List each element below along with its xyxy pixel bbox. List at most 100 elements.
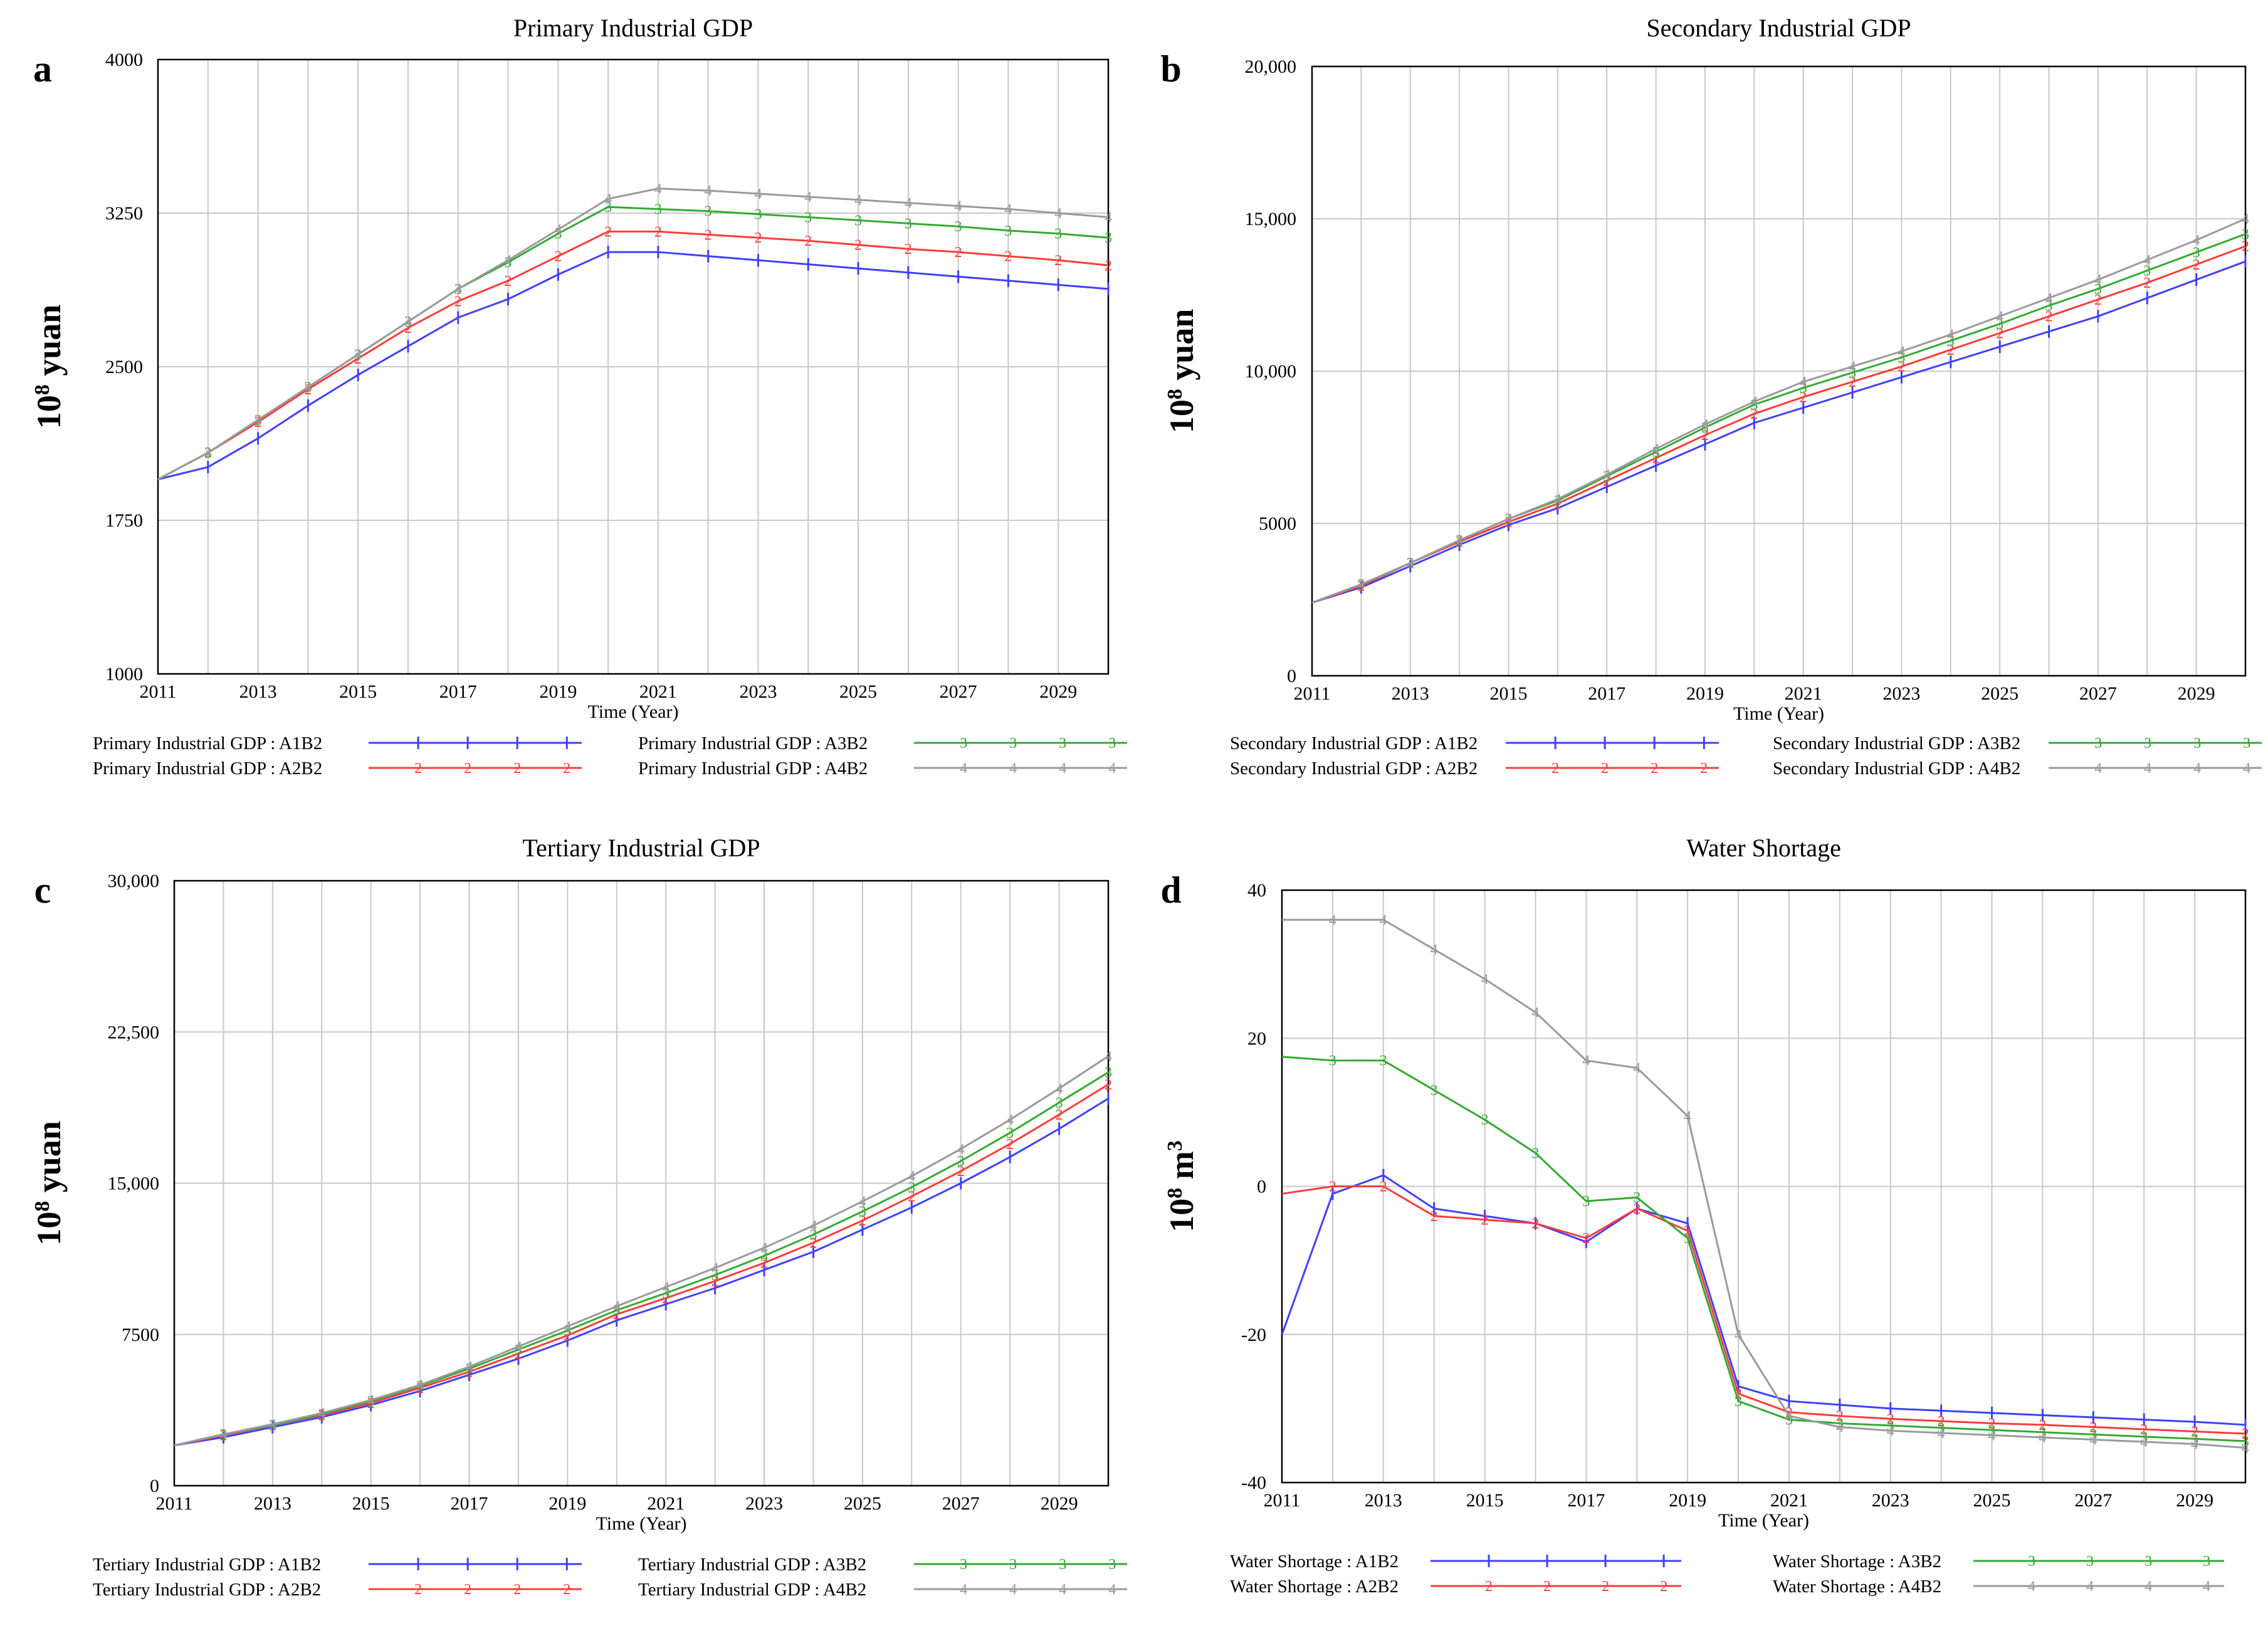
panel-letter: a xyxy=(33,48,52,90)
series-line-a2b2 xyxy=(157,230,1109,480)
data-point-marker: 4 xyxy=(2191,1437,2198,1453)
legend-marker: 2 xyxy=(1700,760,1708,777)
data-point-marker: 2 xyxy=(654,224,662,240)
x-tick-label: 2017 xyxy=(1567,1490,1605,1511)
data-point-marker: 4 xyxy=(1407,555,1414,572)
data-point-marker: 2 xyxy=(711,1274,719,1290)
data-point-marker: 3 xyxy=(1582,1194,1590,1210)
legend-label: Water Shortage : A2B2 xyxy=(1230,1577,1399,1597)
data-point-marker: 4 xyxy=(219,1427,227,1443)
legend-marker: 2 xyxy=(1543,1578,1551,1595)
y-tick-label: 40 xyxy=(1247,880,1266,901)
data-point-marker: 3 xyxy=(269,1418,276,1434)
series-line-a1b2 xyxy=(174,1098,1109,1447)
series-line-a1b2 xyxy=(1311,260,2246,604)
data-point-marker: 2 xyxy=(1750,406,1758,423)
x-tick-label: 2019 xyxy=(1686,683,1724,704)
legend-label: Primary Industrial GDP : A2B2 xyxy=(93,759,322,779)
data-point-marker: 2 xyxy=(1836,1409,1844,1425)
x-axis-label: Time (Year) xyxy=(587,701,678,722)
data-point-marker: 3 xyxy=(662,1286,669,1302)
data-point-marker: 4 xyxy=(1456,533,1463,549)
data-point-marker: 2 xyxy=(1357,579,1365,595)
data-point-marker: 3 xyxy=(1105,1065,1112,1081)
data-point-marker: 3 xyxy=(854,213,862,229)
legend-marker: 2 xyxy=(563,760,570,777)
data-point-marker: 4 xyxy=(1504,512,1512,528)
x-tick-label: 2019 xyxy=(539,681,577,702)
data-point-marker: 2 xyxy=(2089,1419,2097,1436)
legend-marker: 3 xyxy=(2028,1553,2035,1570)
data-point-marker: 3 xyxy=(804,210,812,226)
legend-marker: 3 xyxy=(1108,735,1116,752)
data-point-marker: 3 xyxy=(416,1379,424,1395)
legend-label: Secondary Industrial GDP : A1B2 xyxy=(1230,733,1478,754)
data-point-marker: 2 xyxy=(2193,257,2200,273)
data-point-marker: 2 xyxy=(454,293,462,310)
data-point-marker: 3 xyxy=(1054,226,1062,243)
x-tick-label: 2021 xyxy=(1770,1490,1808,1511)
data-point-marker: 3 xyxy=(705,204,712,220)
legend-marker: 4 xyxy=(1108,1582,1116,1598)
y-tick-label: 20 xyxy=(1247,1028,1266,1049)
legend-marker: 2 xyxy=(1551,760,1559,777)
x-tick-label: 2023 xyxy=(1872,1490,1909,1511)
legend-marker: 4 xyxy=(1009,1582,1017,1598)
data-point-marker: 2 xyxy=(1054,253,1062,269)
legend-marker: 3 xyxy=(2193,735,2201,752)
x-tick-label: 2027 xyxy=(942,1493,980,1514)
y-tick-label: 30,000 xyxy=(108,871,160,891)
data-point-marker: 3 xyxy=(1481,1112,1489,1128)
y-tick-label: 20,000 xyxy=(1245,56,1297,77)
panel-letter: b xyxy=(1160,48,1181,90)
data-point-marker: 4 xyxy=(905,196,912,212)
data-point-marker: 3 xyxy=(1633,1190,1641,1206)
data-point-marker: 3 xyxy=(908,1180,915,1196)
x-tick-label: 2013 xyxy=(254,1493,291,1514)
x-tick-label: 2011 xyxy=(140,681,177,702)
y-axis-label: 108 yuan xyxy=(1163,309,1200,434)
x-tick-label: 2013 xyxy=(1365,1490,1402,1511)
data-point-marker: 2 xyxy=(1481,1212,1489,1229)
data-point-marker: 2 xyxy=(1701,428,1709,444)
legend-marker: 4 xyxy=(2193,760,2201,777)
data-point-marker: 3 xyxy=(604,199,612,216)
data-point-marker: 2 xyxy=(1582,1231,1590,1247)
y-tick-label: 15,000 xyxy=(1245,209,1297,229)
data-point-marker: 2 xyxy=(1947,342,1955,359)
legend-marker: 3 xyxy=(2203,1553,2210,1570)
y-tick-label: 15,000 xyxy=(108,1174,160,1194)
data-point-marker: 2 xyxy=(2039,1417,2046,1434)
data-point-marker: 4 xyxy=(1531,1005,1539,1021)
series-line-a2b2 xyxy=(1311,245,2246,604)
data-point-marker: 2 xyxy=(1800,389,1807,406)
chart-title: Tertiary Industrial GDP xyxy=(522,834,760,862)
data-point-marker: 3 xyxy=(1996,317,2003,333)
x-tick-label: 2015 xyxy=(1489,683,1527,704)
x-tick-label: 2019 xyxy=(549,1493,586,1514)
data-point-marker: 2 xyxy=(404,320,412,337)
data-point-marker: 4 xyxy=(662,1279,669,1296)
data-point-marker: 3 xyxy=(1431,1083,1438,1099)
data-point-marker: 2 xyxy=(1633,1201,1641,1217)
legend-marker: 4 xyxy=(1108,760,1116,777)
legend-marker: 4 xyxy=(2145,1578,2152,1595)
x-tick-label: 2025 xyxy=(1973,1490,2011,1511)
data-point-marker: 2 xyxy=(1652,451,1660,467)
x-tick-label: 2013 xyxy=(1392,683,1429,704)
data-point-marker: 2 xyxy=(1105,258,1112,274)
data-point-marker: 2 xyxy=(804,233,812,249)
data-point-marker: 2 xyxy=(219,1428,227,1444)
legend-label: Primary Industrial GDP : A1B2 xyxy=(93,733,322,754)
legend-marker: 4 xyxy=(1059,760,1066,777)
data-point-marker: 3 xyxy=(654,201,662,218)
x-tick-label: 2029 xyxy=(2176,1490,2213,1511)
data-point-marker: 2 xyxy=(854,238,862,254)
legend-marker: 3 xyxy=(1108,1557,1116,1573)
data-point-marker: 4 xyxy=(2143,253,2151,269)
data-point-marker: 4 xyxy=(1750,394,1758,411)
data-point-marker: 3 xyxy=(1380,1053,1387,1069)
data-point-marker: 3 xyxy=(318,1407,325,1423)
